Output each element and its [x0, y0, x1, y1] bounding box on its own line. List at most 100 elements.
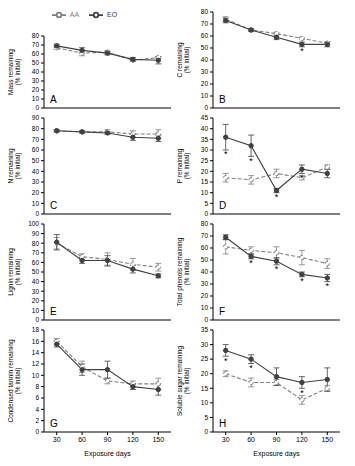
- svg-text:10: 10: [201, 304, 209, 311]
- svg-text:P remaining(% initial): P remaining(% initial): [177, 148, 191, 183]
- svg-text:40: 40: [32, 278, 40, 285]
- svg-text:0: 0: [35, 428, 39, 435]
- svg-text:4: 4: [35, 406, 39, 413]
- svg-text:20: 20: [201, 292, 209, 299]
- svg-text:30: 30: [53, 436, 61, 443]
- svg-text:*: *: [300, 173, 304, 183]
- svg-text:60: 60: [32, 146, 40, 153]
- svg-text:*: *: [224, 356, 228, 366]
- svg-text:35: 35: [201, 326, 209, 333]
- svg-text:0: 0: [35, 104, 39, 111]
- svg-text:90: 90: [32, 114, 40, 121]
- svg-text:50: 50: [201, 44, 209, 51]
- svg-text:Exposure days: Exposure days: [84, 450, 131, 458]
- svg-text:30: 30: [201, 146, 209, 153]
- svg-text:0: 0: [204, 316, 208, 323]
- svg-text:10: 10: [32, 372, 40, 379]
- svg-text:30: 30: [32, 77, 40, 84]
- svg-text:60: 60: [78, 436, 86, 443]
- svg-text:60: 60: [201, 244, 209, 251]
- svg-text:70: 70: [32, 249, 40, 256]
- svg-text:Condensed tannin remaining(% i: Condensed tannin remaining(% initial): [8, 339, 22, 422]
- svg-text:2: 2: [35, 417, 39, 424]
- svg-text:50: 50: [201, 256, 209, 263]
- svg-text:30: 30: [32, 288, 40, 295]
- svg-text:40: 40: [201, 125, 209, 132]
- svg-text:20: 20: [32, 189, 40, 196]
- svg-text:Lignin remaining(% initial): Lignin remaining(% initial): [8, 248, 22, 296]
- svg-text:20: 20: [201, 80, 209, 87]
- svg-text:6: 6: [35, 394, 39, 401]
- svg-text:N remaining(% initial): N remaining(% initial): [8, 148, 22, 183]
- svg-text:60: 60: [32, 50, 40, 57]
- svg-text:60: 60: [247, 436, 255, 443]
- svg-text:10: 10: [201, 399, 209, 406]
- svg-text:16: 16: [32, 338, 40, 345]
- svg-text:70: 70: [201, 232, 209, 239]
- svg-text:20: 20: [32, 86, 40, 93]
- svg-text:*: *: [249, 258, 253, 268]
- svg-text:70: 70: [32, 41, 40, 48]
- svg-text:*: *: [249, 156, 253, 166]
- svg-text:15: 15: [201, 178, 209, 185]
- svg-text:90: 90: [104, 436, 112, 443]
- svg-text:100: 100: [28, 220, 39, 227]
- svg-text:*: *: [249, 363, 253, 373]
- svg-text:10: 10: [32, 95, 40, 102]
- svg-text:150: 150: [321, 436, 333, 443]
- svg-text:20: 20: [201, 370, 209, 377]
- svg-text:70: 70: [201, 20, 209, 27]
- svg-text:120: 120: [296, 436, 308, 443]
- svg-text:Total phenols remaining(% init: Total phenols remaining(% initial): [177, 237, 191, 306]
- svg-text:0: 0: [35, 210, 39, 217]
- svg-text:20: 20: [201, 168, 209, 175]
- svg-text:60: 60: [32, 259, 40, 266]
- svg-text:25: 25: [201, 355, 209, 362]
- svg-text:90: 90: [32, 230, 40, 237]
- svg-text:80: 80: [32, 240, 40, 247]
- svg-text:90: 90: [273, 436, 281, 443]
- svg-text:30: 30: [201, 280, 209, 287]
- svg-text:80: 80: [201, 8, 209, 15]
- svg-text:35: 35: [201, 136, 209, 143]
- svg-text:20: 20: [32, 297, 40, 304]
- svg-text:40: 40: [201, 268, 209, 275]
- svg-text:5: 5: [204, 200, 208, 207]
- svg-text:5: 5: [204, 414, 208, 421]
- svg-text:12: 12: [32, 360, 40, 367]
- svg-text:30: 30: [32, 178, 40, 185]
- svg-text:Mass remaining(% initial): Mass remaining(% initial): [8, 49, 22, 95]
- svg-text:14: 14: [32, 349, 40, 356]
- svg-text:18: 18: [32, 326, 40, 333]
- svg-text:0: 0: [204, 104, 208, 111]
- svg-text:60: 60: [201, 32, 209, 39]
- svg-text:8: 8: [35, 383, 39, 390]
- svg-text:Soluble sugar remaining(% init: Soluble sugar remaining(% initial): [177, 346, 191, 416]
- svg-text:40: 40: [32, 168, 40, 175]
- svg-text:150: 150: [152, 436, 164, 443]
- svg-text:0: 0: [204, 210, 208, 217]
- svg-text:25: 25: [201, 157, 209, 164]
- svg-text:*: *: [300, 388, 304, 398]
- svg-text:80: 80: [201, 220, 209, 227]
- svg-text:0: 0: [35, 316, 39, 323]
- svg-text:30: 30: [201, 68, 209, 75]
- svg-text:0: 0: [204, 428, 208, 435]
- svg-text:*: *: [300, 276, 304, 286]
- svg-text:15: 15: [201, 385, 209, 392]
- svg-text:10: 10: [32, 200, 40, 207]
- svg-text:10: 10: [201, 189, 209, 196]
- svg-text:Exposure days: Exposure days: [253, 450, 300, 458]
- svg-text:*: *: [275, 264, 279, 274]
- svg-text:70: 70: [32, 136, 40, 143]
- svg-text:10: 10: [32, 307, 40, 314]
- svg-text:50: 50: [32, 268, 40, 275]
- svg-text:50: 50: [32, 59, 40, 66]
- svg-text:10: 10: [201, 92, 209, 99]
- svg-text:*: *: [275, 192, 279, 202]
- svg-text:40: 40: [201, 56, 209, 63]
- svg-text:*: *: [224, 149, 228, 159]
- svg-text:80: 80: [32, 125, 40, 132]
- svg-text:C remaining(% initial): C remaining(% initial): [177, 42, 191, 77]
- svg-text:*: *: [300, 46, 304, 56]
